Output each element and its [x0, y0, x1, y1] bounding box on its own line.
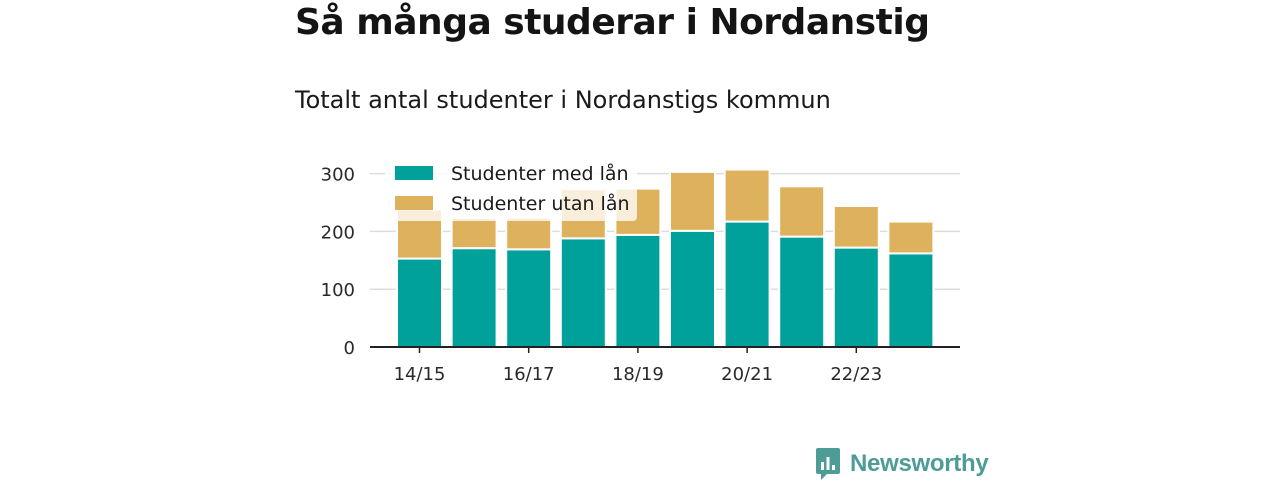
axes: 0 100 200 300 14/15 16/17 18/19 20/21 22/23 [321, 165, 960, 385]
bar-segment [450, 247, 498, 348]
y-tick-label: 200 [321, 222, 355, 243]
bar-segment [778, 185, 826, 238]
x-tick-label: 20/21 [721, 364, 773, 385]
bar-segment [396, 257, 443, 349]
legend-swatch [395, 196, 433, 210]
bar-segment [887, 252, 935, 348]
legend-label: Studenter utan lån [451, 192, 630, 215]
bar-segment [723, 220, 771, 349]
y-tick-label: 0 [344, 338, 355, 359]
x-tick-label: 14/15 [394, 364, 446, 385]
y-tick-label: 100 [321, 280, 355, 301]
bar-segment [505, 216, 553, 251]
bar-segment [723, 168, 771, 223]
newsworthy-chart-icon [816, 448, 840, 480]
bar-segment [450, 217, 498, 250]
legend-label: Studenter med lån [451, 162, 629, 185]
legend: Studenter med lån Studenter utan lån [385, 157, 637, 221]
bar-segment [887, 220, 935, 255]
bar-segment [614, 233, 662, 348]
brand-name: Newsworthy [850, 450, 989, 477]
bar-segment [832, 204, 880, 249]
bar-segment [669, 170, 716, 232]
x-tick-label: 16/17 [503, 364, 555, 385]
x-tick-label: 18/19 [612, 364, 664, 385]
bars [396, 168, 935, 349]
bar-segment [505, 248, 553, 348]
newsworthy-logo: Newsworthy [814, 447, 989, 481]
y-tick-label: 300 [321, 165, 355, 186]
legend-background [385, 157, 637, 221]
bar-segment [669, 229, 716, 349]
chart-title: Så många studerar i Nordanstig [295, 2, 930, 43]
legend-swatch [395, 166, 433, 180]
bar-segment [832, 246, 880, 348]
chart-subtitle: Totalt antal studenter i Nordanstigs kom… [295, 86, 831, 114]
x-tick-label: 22/23 [830, 364, 882, 385]
bar-segment [559, 237, 607, 348]
bar-segment [778, 235, 826, 349]
